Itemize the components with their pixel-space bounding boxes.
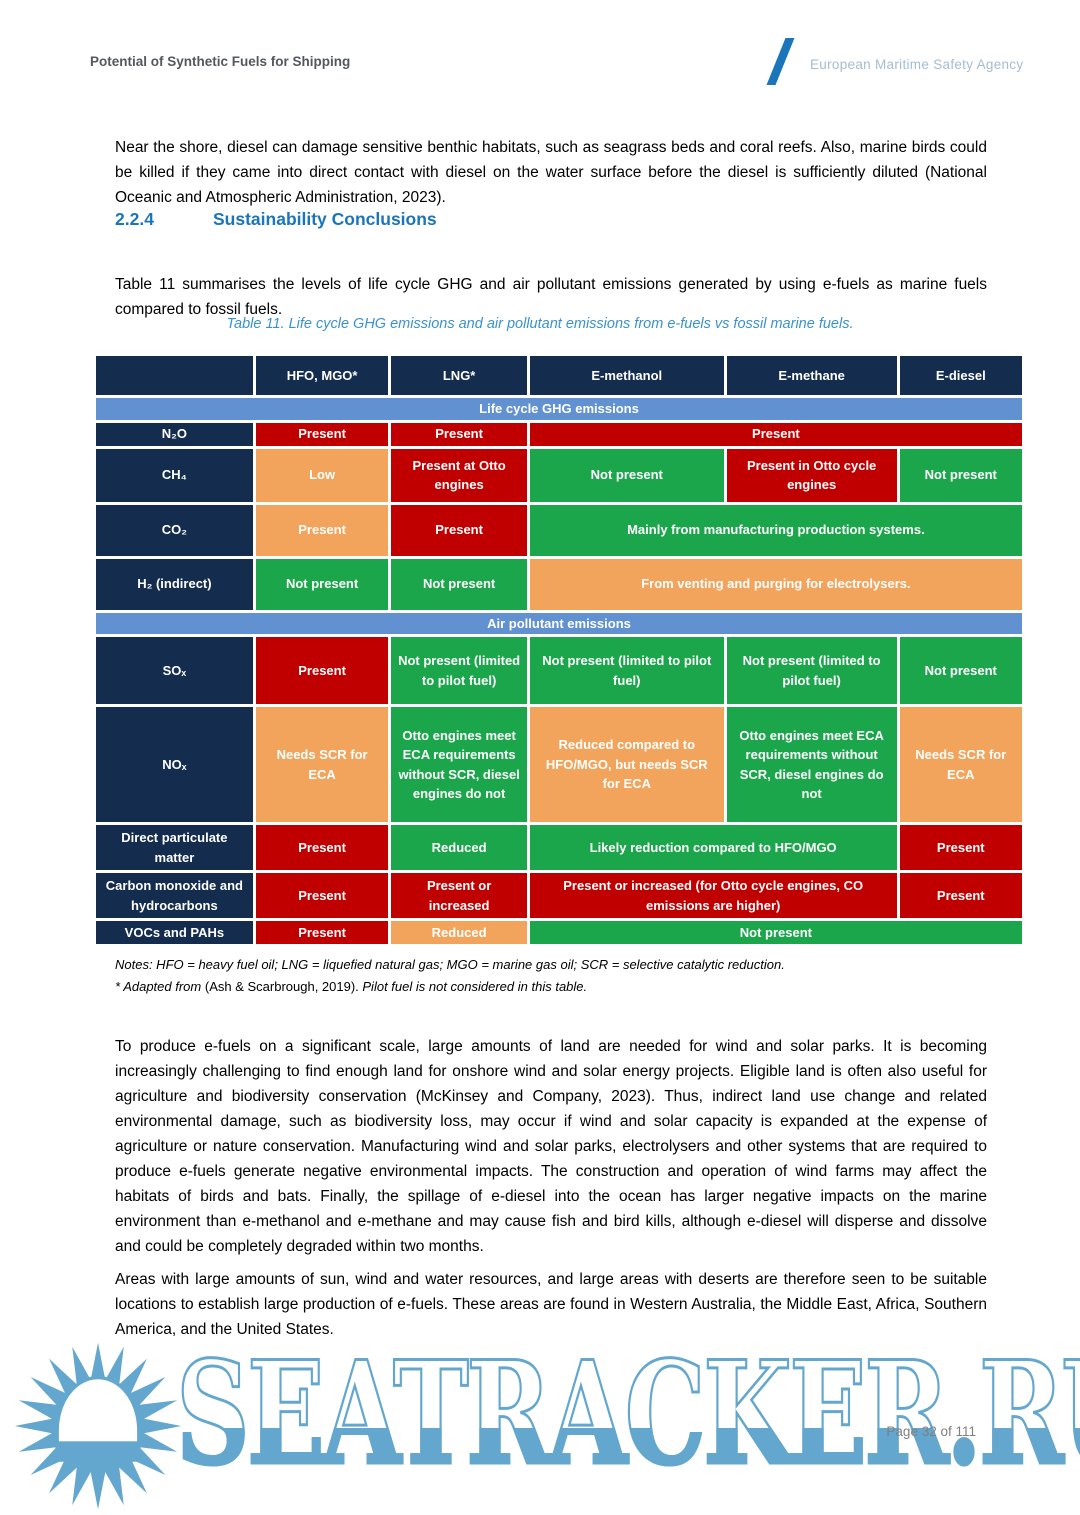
table-caption: Table 11. Life cycle GHG emissions and a… — [226, 316, 854, 332]
paragraph-benthic-habitats: Near the shore, diesel can damage sensit… — [115, 138, 987, 206]
section-band: Air pollutant emissions — [93, 609, 1025, 637]
table-cell: From venting and purging for electrolyse… — [526, 555, 1026, 613]
section-heading: 2.2.4 Sustainability Conclusions — [115, 209, 437, 230]
table-cell: Present — [896, 822, 1026, 873]
row-label: H₂ (indirect) — [93, 555, 256, 613]
paragraph-suitable-locations: Areas with large amounts of sun, wind an… — [115, 1270, 987, 1338]
table-row: CO₂ Present Present Mainly from manufacturi… — [93, 501, 1026, 559]
row-label: CO₂ — [93, 501, 256, 559]
table-cell: Needs SCR for ECA — [252, 704, 392, 825]
watermark: SEATRACKER.RU — [0, 1340, 1080, 1515]
table-cell: Present — [252, 870, 392, 921]
table-cell: Present — [252, 634, 392, 707]
agency-name: European Maritime Safety Agency — [810, 57, 1024, 72]
table-row: Direct particulate matter Present Reduced L… — [93, 822, 1026, 873]
table-cell: Present — [252, 822, 392, 873]
table-cell: Not present — [896, 634, 1026, 707]
page-number: Page 32 of 111 — [886, 1424, 976, 1439]
table-cell: Present — [526, 419, 1026, 449]
note-adapted-from: * Adapted from — [115, 979, 205, 994]
section-band-row: Air pollutant emissions — [93, 609, 1025, 637]
table-cell: Not present (limited to pilot fuel) — [388, 634, 530, 707]
row-label: N₂O — [93, 419, 256, 449]
table-cell: Otto engines meet ECA requirements witho… — [388, 704, 530, 825]
column-header: LNG* — [388, 353, 530, 398]
note-citation: (Ash & Scarbrough, 2019). — [204, 979, 363, 994]
section-title: Sustainability Conclusions — [213, 209, 437, 229]
table-cell: Present — [252, 918, 392, 947]
table-cell: Not present — [526, 445, 727, 505]
row-label: NOₓ — [93, 704, 256, 825]
table-cell: Not present (limited to pilot fuel) — [723, 634, 900, 707]
table-cell: Present — [252, 419, 392, 449]
table-note-line2: * Adapted from (Ash & Scarbrough, 2019).… — [115, 976, 987, 998]
table-cell: Not present — [526, 918, 1026, 947]
sun-logo-icon — [14, 1342, 182, 1510]
row-label: Direct particulate matter — [93, 822, 256, 873]
table-cell: Present at Otto engines — [388, 445, 530, 505]
table-cell: Present — [252, 501, 392, 559]
table-cell: Present — [388, 501, 530, 559]
table-row: NOₓ Needs SCR for ECA Otto engines meet EC… — [93, 704, 1026, 825]
table-note-line1: Notes: HFO = heavy fuel oil; LNG = lique… — [115, 957, 785, 972]
table-cell: Otto engines meet ECA requirements witho… — [723, 704, 900, 825]
table-cell: Not present (limited to pilot fuel) — [526, 634, 727, 707]
section-number: 2.2.4 — [115, 209, 154, 229]
document-title: Potential of Synthetic Fuels for Shippin… — [90, 54, 351, 69]
table-cell: Low — [252, 445, 392, 505]
table-row: SOₓ Present Not present (limited to pilot … — [93, 634, 1026, 707]
emsa-slash-logo-icon — [766, 38, 795, 85]
section-band: Life cycle GHG emissions — [93, 395, 1025, 423]
table-row: VOCs and PAHs Present Reduced Not present — [93, 918, 1026, 947]
table-notes: Notes: HFO = heavy fuel oil; LNG = lique… — [115, 954, 987, 998]
table-cell: Reduced — [388, 822, 530, 873]
paragraph-land-use: To produce e-fuels on a significant scal… — [115, 1037, 987, 1255]
row-label: CH₄ — [93, 445, 256, 505]
emissions-comparison-table: HFO, MGO* LNG* E-methanol E-methane E-diesel… — [93, 353, 1026, 947]
table-cell: Present or increased (for Otto cycle eng… — [526, 870, 900, 921]
section-band-row: Life cycle GHG emissions — [93, 395, 1025, 423]
table-cell: Reduced — [388, 918, 530, 947]
table-cell: Likely reduction compared to HFO/MGO — [526, 822, 900, 873]
table-cell: Not present — [896, 445, 1026, 505]
column-header-empty — [93, 353, 256, 398]
table-cell: Not present — [252, 555, 392, 613]
table-cell: Present — [896, 870, 1026, 921]
column-header: E-methane — [723, 353, 900, 398]
table-cell: Needs SCR for ECA — [896, 704, 1026, 825]
table-cell: Not present — [388, 555, 530, 613]
note-pilot-fuel: Pilot fuel is not considered in this tab… — [362, 979, 588, 994]
table-cell: Reduced compared to HFO/MGO, but needs S… — [526, 704, 727, 825]
table-row: CH₄ Low Present at Otto engines Not present… — [93, 445, 1026, 505]
table-cell: Present — [388, 419, 530, 449]
table-row: H₂ (indirect) Not present Not present From … — [93, 555, 1026, 613]
table-cell: Present in Otto cycle engines — [723, 445, 900, 505]
row-label: VOCs and PAHs — [93, 918, 256, 947]
table-row: N₂O Present Present Present — [93, 419, 1026, 449]
column-header: E-diesel — [896, 353, 1026, 398]
column-header: E-methanol — [526, 353, 727, 398]
row-label: Carbon monoxide and hydrocarbons — [93, 870, 256, 921]
row-label: SOₓ — [93, 634, 256, 707]
table-cell: Present or increased — [388, 870, 530, 921]
table-cell: Mainly from manufacturing production sys… — [526, 501, 1026, 559]
table-row: Carbon monoxide and hydrocarbons Present P… — [93, 870, 1026, 921]
paragraph-table-intro: Table 11 summarises the levels of life c… — [115, 275, 987, 318]
table-header-row: HFO, MGO* LNG* E-methanol E-methane E-diesel — [93, 353, 1026, 398]
watermark-text: SEATRACKER.RU — [175, 1342, 1080, 1487]
column-header: HFO, MGO* — [252, 353, 392, 398]
